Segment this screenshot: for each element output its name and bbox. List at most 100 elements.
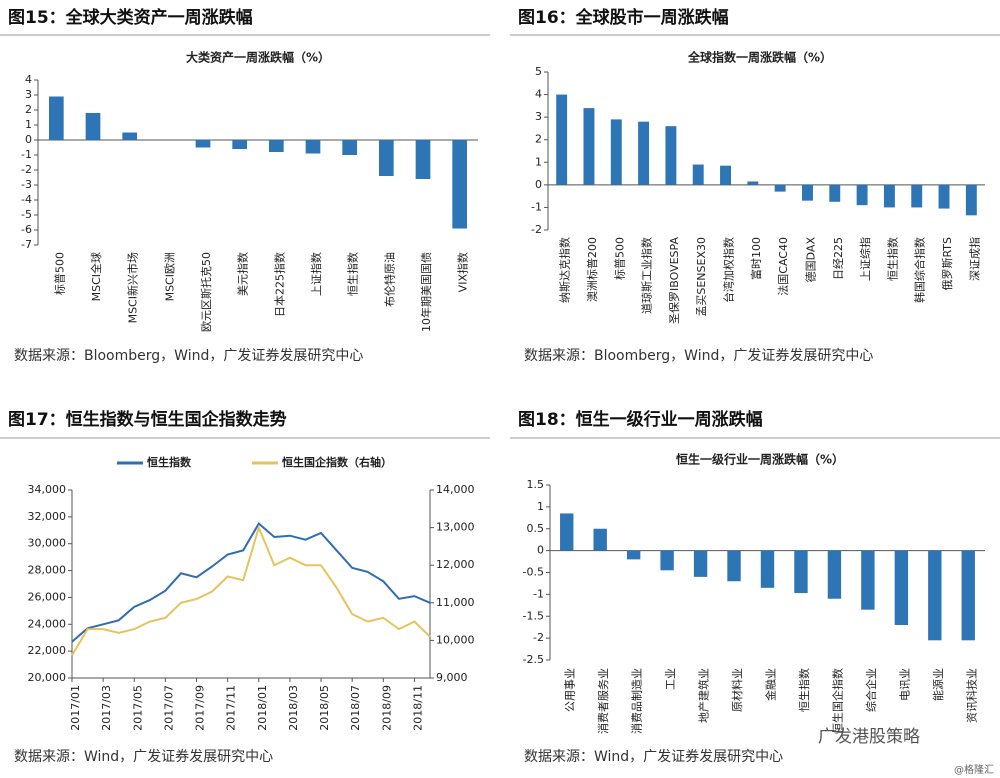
- y-tick-label: 5: [535, 65, 542, 78]
- x-tick-label: 资讯科技业: [964, 668, 978, 723]
- bar: [747, 181, 759, 185]
- x-tick-label: 金融业: [764, 668, 778, 701]
- y-tick-label: 0: [25, 133, 32, 146]
- x-tick-label: 10年期美国国债: [419, 252, 433, 332]
- x-tick-label: 地产建筑业: [697, 668, 711, 723]
- bar: [894, 550, 909, 625]
- x-tick-label: 能源业: [931, 668, 945, 701]
- x-tick-label: 原材料业: [730, 668, 744, 712]
- source-note: 数据来源：Bloomberg，Wind，广发证券发展研究中心: [14, 348, 363, 364]
- y-tick-label: 11,000: [436, 596, 475, 609]
- bar: [452, 140, 467, 229]
- y-tick-label: 12,000: [436, 558, 475, 571]
- x-tick-label: 2018/09: [380, 685, 393, 731]
- x-tick-label: 消费品制造业: [630, 668, 644, 734]
- y-tick-label: -2: [533, 631, 544, 644]
- source-note: 数据来源：Bloomberg，Wind，广发证券发展研究中心: [524, 348, 873, 364]
- watermark: 广发港股策略: [818, 727, 920, 747]
- y-tick-label: -3: [21, 178, 32, 191]
- bar: [85, 113, 101, 140]
- bar: [195, 140, 211, 148]
- y-tick-label: 26,000: [28, 590, 67, 603]
- x-tick-label: 恒生指数: [797, 668, 811, 712]
- bar: [827, 550, 842, 599]
- x-tick-label: 上证综指: [858, 237, 872, 281]
- x-tick-label: 消费者服务业: [596, 668, 610, 734]
- y-tick-label: 0: [537, 544, 544, 557]
- x-tick-label: 恒生国企指数: [830, 668, 844, 734]
- x-tick-label: 日经225: [832, 237, 845, 280]
- y-tick-label: 0: [535, 178, 542, 191]
- bar: [660, 550, 674, 571]
- x-tick-label: 2017/03: [100, 685, 113, 731]
- x-tick-label: 恒生指数: [885, 237, 899, 281]
- y-tick-label: -5: [21, 208, 32, 221]
- bar: [760, 550, 775, 588]
- y-tick-label: 1: [535, 155, 542, 168]
- y-tick-label: -1: [533, 587, 544, 600]
- y-tick-label: 4: [25, 73, 32, 86]
- x-tick-label: MSCI全球: [89, 252, 103, 301]
- x-tick-label: 纳斯达克指数: [558, 237, 572, 303]
- x-tick-label: 上证指数: [309, 252, 323, 296]
- x-tick-label: 富时100: [749, 237, 763, 280]
- y-tick-label: 1: [25, 118, 32, 131]
- bar: [379, 140, 394, 176]
- bar: [774, 184, 786, 192]
- x-tick-label: 电讯业: [898, 668, 911, 701]
- y-tick-label: 2: [25, 103, 32, 116]
- bar: [928, 550, 942, 641]
- y-tick-label: -1: [21, 148, 32, 161]
- figure-title: 图18：恒生一级行业一周涨跌幅: [518, 409, 763, 430]
- x-tick-label: 2017/09: [194, 685, 207, 731]
- bar: [638, 121, 650, 185]
- bar: [802, 184, 813, 201]
- bar: [415, 140, 431, 179]
- y-tick-label: -6: [21, 223, 32, 236]
- x-tick-label: 孟买SENSEX30: [695, 237, 708, 317]
- x-tick-label: 欧元区斯托克50: [199, 252, 213, 332]
- x-tick-label: MSCI新兴市场: [126, 252, 140, 323]
- chart-title: 大类资产一周涨跌幅（%）: [186, 50, 330, 65]
- y-tick-label: 3: [535, 110, 542, 123]
- x-tick-label: 2018/05: [318, 685, 331, 731]
- x-tick-label: 公用事业: [564, 668, 577, 712]
- bar: [556, 94, 568, 185]
- x-tick-label: MSCI欧洲: [163, 252, 176, 301]
- y-tick-label: 30,000: [28, 537, 67, 550]
- chart-title: 全球指数一周涨跌幅（%）: [687, 50, 832, 65]
- y-tick-label: 0.5: [527, 522, 545, 535]
- y-tick-label: 24,000: [28, 617, 67, 630]
- x-tick-label: 2018/01: [256, 685, 269, 731]
- x-tick-label: 综合企业: [864, 668, 878, 712]
- line-series: [71, 522, 431, 643]
- y-tick-label: -0.5: [523, 566, 544, 579]
- bar: [342, 140, 357, 155]
- x-tick-label: 韩国综合指数: [913, 237, 927, 303]
- x-tick-label: 2018/03: [287, 685, 300, 731]
- y-tick-label: 13,000: [436, 521, 475, 534]
- source-note: 数据来源：Wind，广发证券发展研究中心: [14, 749, 273, 765]
- y-tick-label: -7: [21, 238, 32, 251]
- bar: [232, 140, 247, 149]
- bar: [961, 550, 975, 641]
- bar: [305, 140, 321, 154]
- y-tick-label: 22,000: [28, 644, 67, 657]
- bar: [938, 184, 950, 209]
- bar: [883, 184, 895, 208]
- x-tick-label: 2017/11: [225, 685, 238, 731]
- bar: [610, 119, 622, 185]
- x-tick-label: 2017/05: [131, 685, 144, 731]
- bar: [626, 550, 641, 560]
- bar: [593, 528, 607, 551]
- y-tick-label: 2: [535, 133, 542, 146]
- line-series: [71, 524, 431, 656]
- x-tick-label: 德国DAX: [803, 237, 817, 283]
- y-tick-label: 10,000: [436, 633, 475, 646]
- x-tick-label: 2017/07: [162, 685, 175, 731]
- bar: [720, 165, 731, 185]
- x-tick-label: 法国CAC40: [776, 237, 790, 296]
- x-tick-label: 布伦特原油: [382, 252, 396, 307]
- x-tick-label: 深证成指: [967, 237, 981, 281]
